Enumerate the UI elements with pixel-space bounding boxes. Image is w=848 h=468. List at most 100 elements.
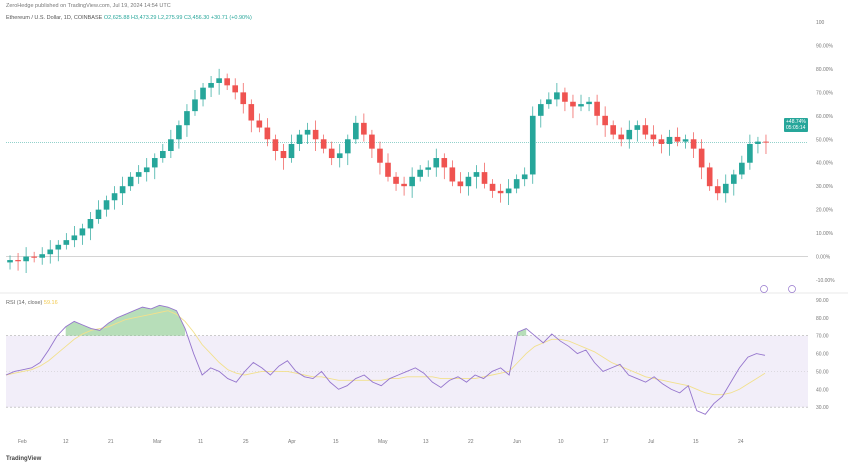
candle-body — [31, 256, 37, 258]
candle-body — [288, 143, 295, 159]
candle-body — [610, 125, 616, 135]
candle-body — [706, 167, 713, 187]
candle-body — [618, 134, 625, 140]
candle-body — [739, 162, 745, 175]
candle-body — [578, 104, 584, 107]
rsi-axis-tick: 80.00 — [816, 316, 829, 322]
candle-body — [240, 92, 247, 105]
rsi-axis-tick: 50.00 — [816, 369, 829, 375]
candle-body — [666, 136, 673, 144]
rsi-overbought-fill — [65, 305, 186, 336]
time-axis-tick: Apr — [288, 439, 296, 445]
price-axis-tick: 50.00% — [816, 137, 834, 143]
candle-body — [320, 139, 327, 149]
price-axis-tick: 90.00% — [816, 43, 834, 49]
candle-body — [151, 158, 158, 168]
candle-body — [690, 139, 697, 149]
candle-body — [127, 176, 134, 187]
rsi-ma-line — [5, 310, 766, 396]
candle-body — [586, 101, 592, 105]
rsi-axis-tick: 40.00 — [816, 387, 829, 393]
candle-body — [634, 125, 641, 130]
candle-body — [280, 151, 287, 159]
candle-body — [248, 104, 255, 121]
candle-body — [481, 172, 488, 184]
candle-body — [465, 176, 472, 187]
time-axis-tick: 15 — [693, 439, 699, 445]
candle-body — [537, 104, 544, 116]
candle-body — [135, 172, 142, 177]
ohlc-values: O2,625.88 H3,473.29 L2,275.99 C3,456.30 … — [103, 15, 252, 21]
candle-body — [377, 148, 383, 163]
candle-body — [369, 134, 375, 149]
time-axis-tick: 24 — [738, 439, 744, 445]
candle-body — [176, 125, 182, 140]
rsi-axis-tick: 60.00 — [816, 352, 829, 358]
time-axis-tick: Jul — [648, 439, 654, 445]
candle-body — [111, 193, 118, 201]
candle-body — [730, 174, 737, 184]
candle-body — [264, 127, 271, 140]
price-axis-tick: 100 — [816, 20, 825, 26]
candle-body — [529, 115, 536, 175]
price-axis-tick: 40.00% — [816, 161, 834, 167]
event-marker-icon — [760, 285, 768, 293]
candle-body — [200, 87, 206, 100]
price-axis-tick: 30.00% — [816, 184, 834, 190]
candle-body — [95, 209, 102, 220]
candle-body — [103, 200, 110, 210]
price-axis-tick: 70.00% — [816, 90, 834, 96]
time-axis-tick: 22 — [468, 439, 474, 445]
time-axis-tick: 11 — [198, 439, 203, 445]
candle-body — [160, 151, 166, 159]
candle-body — [216, 78, 222, 83]
candle-body — [119, 186, 126, 194]
price-axis-tick: 0.00% — [816, 255, 831, 261]
candle-body — [344, 139, 351, 154]
candle-body — [505, 188, 512, 194]
candle-body — [63, 240, 70, 245]
candle-body — [208, 82, 214, 88]
time-axis-tick: Jun — [513, 439, 521, 445]
candle-body — [7, 260, 13, 263]
candle-body — [401, 183, 407, 187]
candle-body — [409, 176, 415, 187]
rsi-axis-tick: 90.00 — [816, 298, 829, 304]
candle-body — [304, 129, 311, 135]
candle-body — [256, 120, 263, 128]
candle-body — [328, 148, 335, 159]
candle-body — [55, 244, 62, 250]
rsi-value: 59.16 — [43, 300, 58, 306]
time-axis-tick: Mar — [153, 439, 162, 445]
candle-body — [393, 176, 399, 184]
candle-body — [570, 101, 576, 107]
candle-body — [272, 139, 279, 151]
price-axis-tick: 10.00% — [816, 231, 834, 237]
candle-body — [489, 183, 496, 191]
candle-body — [449, 167, 456, 182]
candle-body — [674, 136, 681, 142]
time-axis-tick: 21 — [108, 439, 114, 445]
candle-body — [71, 235, 78, 241]
event-marker-icon — [788, 285, 796, 293]
rsi-legend: RSI (14, close) 59.16 — [6, 300, 58, 306]
candle-body — [546, 99, 552, 105]
candle-body — [642, 125, 649, 135]
candle-body — [361, 122, 367, 135]
candle-body — [722, 183, 729, 194]
candle-body — [385, 162, 391, 177]
symbol-legend: Ethereum / U.S. Dollar, 1D, COINBASE O2,… — [6, 15, 252, 21]
candle-body — [594, 101, 600, 116]
time-axis-tick: 25 — [243, 439, 249, 445]
price-axis-tick: 80.00% — [816, 67, 834, 73]
candle-body — [87, 219, 94, 229]
candle-body — [650, 134, 657, 140]
time-axis-tick: 10 — [558, 439, 564, 445]
candle-body — [39, 254, 46, 258]
candle-body — [224, 78, 230, 86]
candle-body — [698, 148, 705, 168]
candle-body — [562, 92, 568, 102]
price-tag-pct: +48.74% — [786, 119, 806, 125]
symbol-name: Ethereum / U.S. Dollar, 1D, COINBASE — [6, 15, 103, 21]
